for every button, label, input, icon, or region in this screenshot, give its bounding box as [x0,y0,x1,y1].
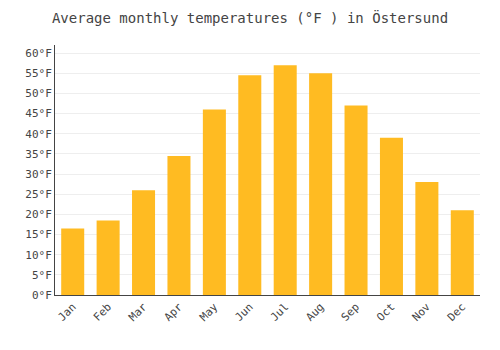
svg-text:50°F: 50°F [25,87,52,100]
svg-text:Feb: Feb [91,301,114,324]
svg-text:5°F: 5°F [32,269,52,282]
svg-text:60°F: 60°F [25,47,52,60]
svg-text:Apr: Apr [162,300,186,324]
svg-text:Dec: Dec [445,301,468,324]
svg-text:Jan: Jan [55,301,78,324]
svg-text:10°F: 10°F [25,249,52,262]
svg-text:30°F: 30°F [25,168,52,181]
svg-text:Jul: Jul [268,301,291,324]
svg-text:25°F: 25°F [25,188,52,201]
svg-text:15°F: 15°F [25,228,52,241]
svg-text:20°F: 20°F [25,208,52,221]
svg-text:Oct: Oct [374,301,397,324]
svg-text:55°F: 55°F [25,67,52,80]
svg-text:Sep: Sep [339,301,362,324]
svg-text:Nov: Nov [410,300,434,324]
svg-text:Jun: Jun [233,301,256,324]
svg-text:0°F: 0°F [32,289,52,302]
svg-text:May: May [197,300,221,324]
svg-text:35°F: 35°F [25,148,52,161]
svg-text:Aug: Aug [303,301,326,324]
svg-text:45°F: 45°F [25,107,52,120]
svg-text:40°F: 40°F [25,128,52,141]
svg-text:Mar: Mar [126,300,150,324]
svg-text:Average monthly temperatures (: Average monthly temperatures (°F ) in Ös… [52,9,448,26]
